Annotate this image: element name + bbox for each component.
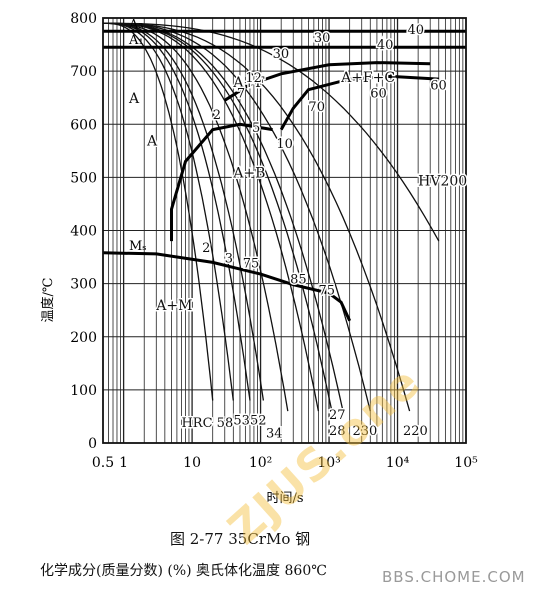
y-tick-label: 200 bbox=[70, 330, 97, 346]
curve-annotation: 34 bbox=[266, 427, 283, 442]
phase-lines bbox=[102, 29, 466, 322]
y-tick-label: 700 bbox=[70, 64, 97, 80]
cooling-curve bbox=[102, 22, 265, 401]
curve-annotation: 70 bbox=[308, 100, 325, 115]
curve-annotation: 28 bbox=[329, 424, 346, 439]
chemical-composition-line: 化学成分(质量分数) (%) 奥氏体化温度 860℃ bbox=[40, 563, 327, 579]
curve-annotation: HRC 58 bbox=[181, 416, 233, 431]
curve-annotation: 40 bbox=[377, 38, 394, 53]
curve-annotation: 10 bbox=[276, 137, 293, 152]
cooling-curve bbox=[103, 22, 440, 242]
curve-annotation: 75 bbox=[243, 257, 260, 272]
region-label: A+B bbox=[232, 165, 265, 181]
y-axis-title: 温度/℃ bbox=[40, 278, 56, 323]
y-tick-label: 100 bbox=[70, 383, 97, 399]
curve-annotation: 53 bbox=[233, 413, 250, 428]
cooling-curve bbox=[102, 22, 411, 412]
region-label: A+M bbox=[155, 298, 192, 314]
curve-annotation: 75 bbox=[318, 283, 335, 298]
x-tick-label: 10² bbox=[249, 455, 272, 471]
curve-annotation: 2 bbox=[213, 108, 221, 123]
curve-annotation: 52 bbox=[250, 413, 267, 428]
plot-frame bbox=[102, 17, 467, 444]
curve-annotation: 12 bbox=[245, 71, 262, 86]
curve-annotation: 60 bbox=[370, 87, 387, 102]
phase-line-label: A₁ bbox=[128, 33, 144, 48]
curve-annotation: 60 bbox=[430, 79, 447, 94]
curve-annotation: 7 bbox=[237, 87, 245, 102]
x-tick-label: 0.5 bbox=[92, 455, 114, 471]
curve-annotation: 30 bbox=[273, 47, 290, 62]
cooling-curve bbox=[102, 22, 371, 412]
x-tick-label: 10⁴ bbox=[386, 455, 410, 471]
x-tick-label: 1 bbox=[119, 455, 128, 471]
region-label: A bbox=[128, 91, 140, 107]
x-tick-label: 10³ bbox=[317, 455, 340, 471]
cooling-curve bbox=[102, 22, 214, 401]
y-tick-label: 600 bbox=[70, 117, 97, 133]
cooling-curve bbox=[102, 22, 320, 412]
cct-chart: 0 100 200 300 400 500 600 700 800 0.5 1 10 10² 10³ 10⁴… bbox=[40, 11, 478, 506]
curve-annotation: 40 bbox=[408, 23, 425, 38]
y-tick-label: 0 bbox=[88, 436, 97, 452]
curve-annotation: 3 bbox=[225, 251, 233, 266]
curve-annotation: 30 bbox=[314, 31, 331, 46]
x-tick-label: 10 bbox=[183, 455, 201, 471]
cooling-curve bbox=[102, 22, 234, 401]
region-label: A bbox=[146, 134, 158, 150]
region-label: A+F+C bbox=[340, 70, 395, 86]
curve-annotation: 220 bbox=[403, 424, 428, 439]
phase-line-label: A₃ bbox=[128, 17, 144, 32]
y-tick-label: 500 bbox=[70, 170, 97, 186]
y-tick-label: 800 bbox=[70, 11, 97, 27]
x-axis-title: 时间/s bbox=[266, 491, 303, 506]
curve-annotation: 2 bbox=[202, 241, 210, 256]
watermark-site: BBS.CHOME.COM bbox=[382, 568, 526, 586]
y-tick-label: 300 bbox=[70, 277, 97, 293]
x-tick-label: 10⁵ bbox=[454, 455, 478, 471]
phase-line-label: Mₛ bbox=[129, 239, 147, 254]
chart-labels: 0 100 200 300 400 500 600 700 800 0.5 1 10 10² 10³ 10⁴… bbox=[70, 11, 478, 471]
cooling-curve bbox=[102, 22, 344, 412]
cooling-curves bbox=[102, 22, 440, 412]
figure-caption: 图 2-77 35CrMo 钢 bbox=[170, 530, 311, 548]
y-tick-label: 400 bbox=[70, 224, 97, 240]
phase-line-ferrite-start bbox=[223, 61, 431, 102]
cooling-curve bbox=[102, 22, 333, 412]
axes bbox=[102, 17, 467, 444]
phase-line-Ms bbox=[102, 251, 352, 322]
phase-line-bainite-start bbox=[170, 122, 273, 242]
curve-annotation: 230 bbox=[352, 424, 377, 439]
phase-line-pearlite-bay bbox=[279, 74, 439, 131]
region-label: A+F bbox=[232, 75, 265, 91]
curve-annotation: 5 bbox=[252, 121, 260, 136]
curve-annotation: 27 bbox=[329, 408, 346, 423]
region-label: HV200 bbox=[418, 173, 467, 189]
curve-annotation: 85 bbox=[290, 273, 307, 288]
